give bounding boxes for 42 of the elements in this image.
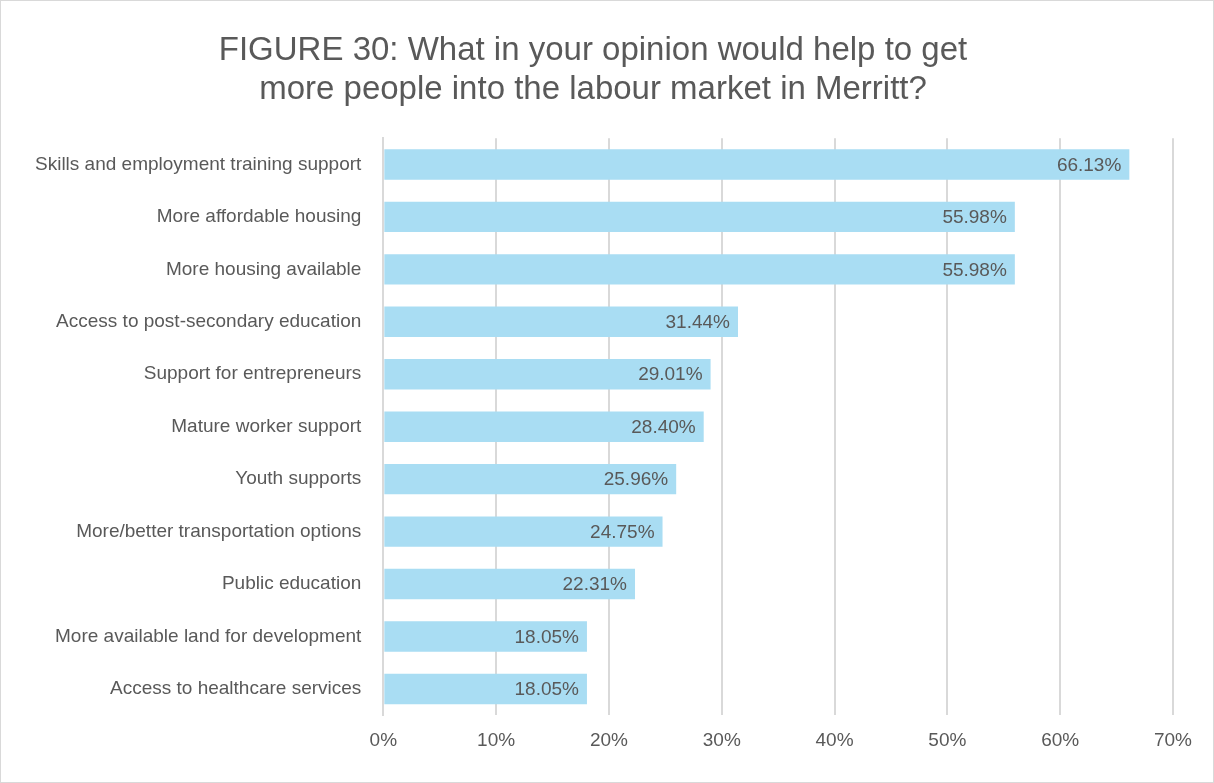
data-label: 24.75% [590,520,655,542]
data-label: 55.98% [942,258,1007,280]
y-tick-label: Support for entrepreneurs [143,362,362,384]
data-label: 25.96% [603,468,669,490]
data-label: 66.13% [1056,153,1122,175]
data-label: 18.05% [514,678,580,700]
y-tick-label: Skills and employment training support [34,152,363,174]
bar [384,359,711,390]
x-tick-label: 0% [369,728,398,750]
bar [384,673,587,705]
bar [384,306,739,337]
data-label: 18.05% [514,625,580,647]
x-tick-label: 20% [589,728,629,750]
bar [384,254,1015,285]
y-tick-label: Mature worker support [171,414,363,436]
y-tick-label: More available land for development [55,624,363,646]
x-tick-label: 40% [815,728,854,750]
data-label: 28.40% [631,415,696,437]
bar [384,411,704,442]
data-label: 29.01% [638,363,703,385]
bar [384,149,1130,180]
x-tick-label: 70% [1153,728,1193,750]
x-tick-label: 30% [702,728,741,750]
y-tick-label: More/better transportation options [76,519,362,541]
y-tick-label: More housing available [165,257,362,279]
data-label: 31.44% [665,311,731,333]
bar [384,568,636,600]
bar [384,621,587,652]
y-tick-label: More affordable housing [156,205,362,227]
x-tick-label: 60% [1041,728,1080,750]
y-tick-label: Youth supports [235,467,362,489]
bar [384,463,677,495]
y-tick-label: Access to healthcare services [109,677,362,699]
bar [384,201,1015,233]
x-tick-label: 50% [928,728,967,750]
chart-title: FIGURE 30: What in your opinion would help to get more people into the labour market in Merritt? [218,29,968,107]
x-tick-label: 10% [477,728,516,750]
y-tick-label: Access to post-secondary education [56,310,362,332]
bar [384,516,663,547]
data-label: 22.31% [562,573,628,595]
data-label: 55.98% [942,206,1007,228]
y-tick-label: Public education [221,572,362,594]
